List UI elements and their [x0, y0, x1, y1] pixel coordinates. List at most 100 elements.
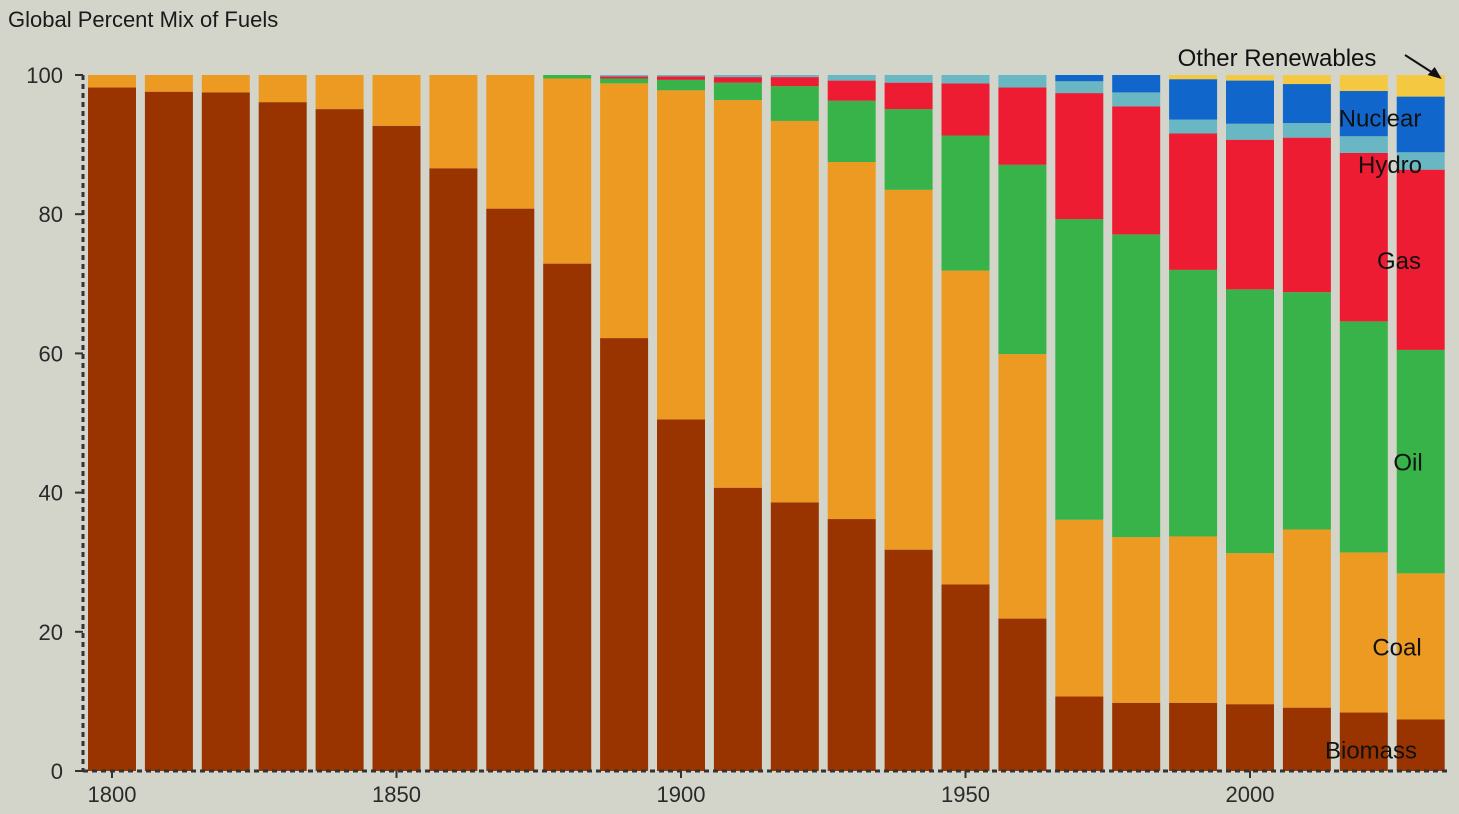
bar-segment-gas-2000 — [1226, 139, 1274, 290]
bar-segment-coal-1810 — [144, 75, 193, 92]
bar-segment-coal-1970 — [1055, 519, 1104, 697]
bar-segment-oil-1980 — [1112, 234, 1161, 538]
y-tick-label: 40 — [39, 481, 63, 506]
bar-segment-biomass-1920 — [770, 502, 819, 771]
x-tick-label: 1800 — [88, 782, 137, 807]
bar-segment-hydro-1960 — [998, 75, 1047, 88]
series-label-coal: Coal — [1372, 634, 1421, 661]
bar-segment-biomass-1860 — [429, 168, 478, 771]
bar-segment-coal-2030 — [1396, 573, 1445, 720]
bar-segment-nuclear-2020 — [1339, 91, 1388, 137]
bar-segment-coal-1990 — [1169, 536, 1218, 703]
bar-segment-nuclear-1990 — [1169, 79, 1218, 120]
bar-segment-biomass-2030 — [1396, 719, 1445, 771]
bar-segment-gas-1980 — [1112, 106, 1161, 235]
bar-segment-biomass-1800 — [88, 87, 136, 771]
bar-segment-biomass-1980 — [1112, 702, 1161, 771]
series-label-gas: Gas — [1377, 248, 1421, 275]
bar-segment-gas-2010 — [1282, 137, 1331, 293]
bar-segment-biomass-2010 — [1282, 707, 1331, 771]
bar-segment-nuclear-2010 — [1282, 84, 1331, 124]
bar-segment-oil-2030 — [1396, 349, 1445, 574]
bar-segment-oil-1950 — [941, 135, 990, 271]
bar-segment-coal-1890 — [600, 83, 649, 339]
bar-segment-nuclear-2030 — [1396, 96, 1445, 153]
bar-segment-coal-1830 — [258, 75, 307, 103]
bar-segment-hydro-2020 — [1339, 136, 1388, 153]
bar-segment-coal-1850 — [372, 75, 421, 126]
bar-segment-coal-1880 — [543, 78, 592, 264]
x-tick-label: 1850 — [372, 782, 421, 807]
bar-segment-coal-2000 — [1226, 553, 1274, 705]
bar-segment-hydro-2010 — [1282, 123, 1331, 138]
series-label-hydro: Hydro — [1358, 152, 1422, 179]
bar-segment-hydro-1940 — [884, 75, 933, 83]
x-tick-label: 1950 — [941, 782, 990, 807]
bar-segment-oil-1990 — [1169, 269, 1218, 537]
y-tick-label: 0 — [51, 759, 63, 784]
bar-segment-biomass-1910 — [713, 487, 762, 771]
bar-segment-oil-1880 — [543, 75, 592, 79]
bar-segment-oil-2010 — [1282, 292, 1331, 530]
x-tick-label: 2000 — [1226, 782, 1275, 807]
bar-segment-hydro-1890 — [600, 75, 649, 77]
bar-segment-biomass-1930 — [827, 519, 876, 771]
bar-segment-hydro-1910 — [713, 75, 762, 78]
bar-segment-hydro-1990 — [1169, 119, 1218, 134]
bar-segment-oil-1930 — [827, 100, 876, 162]
y-tick-label: 60 — [39, 341, 63, 366]
bar-segment-biomass-2000 — [1226, 704, 1274, 771]
bar-segment-gas-1930 — [827, 80, 876, 101]
bar-segment-biomass-1890 — [600, 338, 649, 771]
bar-segment-biomass-1990 — [1169, 702, 1218, 771]
bar-segment-coal-1920 — [770, 120, 819, 503]
bar-segment-oil-2020 — [1339, 321, 1388, 553]
bar-segment-biomass-2020 — [1339, 712, 1388, 771]
bar-segment-nuclear-1980 — [1112, 75, 1161, 93]
bar-segment-hydro-1980 — [1112, 92, 1161, 107]
labels-layer: Biomass Coal Oil Gas Hydro Nuclear Other Renew… — [1178, 45, 1442, 764]
y-tick-label: 20 — [39, 620, 63, 645]
bar-segment-coal-1820 — [201, 75, 250, 93]
bar-segment-biomass-1880 — [543, 263, 592, 771]
bar-segment-coal-1800 — [88, 75, 136, 88]
bars-layer — [88, 75, 1445, 772]
annotation-arrow-head — [1427, 67, 1442, 79]
x-tick-label: 1900 — [657, 782, 706, 807]
bar-segment-biomass-1810 — [144, 91, 193, 771]
bar-segment-gas-1970 — [1055, 93, 1104, 220]
bar-segment-oil-1940 — [884, 109, 933, 190]
bar-segment-biomass-1830 — [258, 102, 307, 771]
bar-segment-coal-1840 — [315, 75, 364, 110]
y-tick-label: 100 — [26, 63, 63, 88]
bar-segment-other-renewables-2000 — [1226, 75, 1274, 81]
bar-segment-biomass-1970 — [1055, 696, 1104, 771]
chart-title: Global Percent Mix of Fuels — [8, 7, 278, 32]
bar-segment-coal-1930 — [827, 162, 876, 520]
y-tick-label: 80 — [39, 202, 63, 227]
bar-segment-coal-1870 — [486, 75, 535, 209]
bar-segment-nuclear-2000 — [1226, 80, 1274, 124]
bar-segment-biomass-1940 — [884, 549, 933, 771]
bar-segment-coal-1860 — [429, 75, 478, 169]
bar-segment-gas-1890 — [600, 76, 649, 79]
bar-segment-biomass-1820 — [201, 92, 250, 771]
bar-segment-hydro-1950 — [941, 75, 990, 84]
bar-segment-coal-1940 — [884, 189, 933, 550]
bar-segment-gas-1920 — [770, 77, 819, 87]
bar-segment-oil-1910 — [713, 82, 762, 101]
bar-segment-oil-2000 — [1226, 289, 1274, 554]
bar-segment-gas-2020 — [1339, 152, 1388, 322]
bar-segment-other-renewables-2030 — [1396, 75, 1445, 97]
bar-segment-coal-1910 — [713, 100, 762, 488]
bar-segment-gas-1900 — [657, 76, 705, 80]
bar-segment-other-renewables-1990 — [1169, 75, 1218, 80]
bar-segment-gas-1940 — [884, 82, 933, 110]
bar-segment-hydro-1900 — [657, 75, 705, 77]
bar-segment-biomass-1840 — [315, 109, 364, 772]
bar-segment-hydro-1970 — [1055, 81, 1104, 94]
bar-segment-oil-1890 — [600, 78, 649, 84]
bar-segment-biomass-1900 — [657, 419, 705, 771]
bar-segment-other-renewables-2010 — [1282, 75, 1331, 85]
bar-segment-biomass-1950 — [941, 584, 990, 771]
